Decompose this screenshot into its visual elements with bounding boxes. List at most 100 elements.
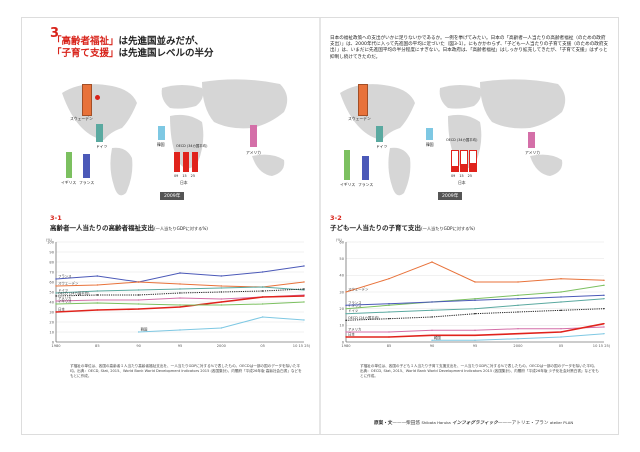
- japan-year-labels-r: 09 15 25: [451, 174, 481, 178]
- year-tag: 2009年: [160, 192, 185, 200]
- c1-point-3-3: [179, 292, 181, 294]
- c1-point-7-4: [220, 327, 223, 329]
- c2-point-3-6: [603, 297, 605, 300]
- c2-series-line-0: [345, 261, 605, 293]
- panel-title-text-r: 子ども一人当たりの子育て支出: [330, 224, 421, 232]
- c2-point-3-0: [345, 312, 347, 315]
- c2-point-0-6: [603, 279, 605, 282]
- panel-subtitle: (一人当たりGDPに対する%): [154, 226, 208, 231]
- c1-y-tick-label-7: 70: [49, 270, 54, 274]
- c1-point-6-6: [303, 301, 305, 303]
- japan-year-09-r: 09: [451, 174, 456, 178]
- c1-point-7-3: [179, 329, 181, 331]
- bar-france: [83, 154, 90, 178]
- panel-subtitle-r: (一人当たりGDPに対する%): [421, 226, 475, 231]
- c2-point-6-2: [431, 334, 433, 337]
- c1-point-2-5: [261, 286, 264, 288]
- c2-point-3-4: [517, 304, 519, 307]
- c2-x-tick-label-1: 85: [387, 344, 392, 348]
- c2-y-axis-label: (%): [336, 238, 343, 242]
- c1-point-4-3: [179, 297, 181, 299]
- c1-point-3-1: [96, 294, 99, 296]
- chart-3-1-plot: 0 10 20 30 40 50 60 70 80 90 100(%) 1980 85 90 95 2000 0…: [46, 238, 310, 348]
- c1-y-tick-label-0: 0: [52, 340, 55, 344]
- c1-point-4-4: [220, 298, 223, 300]
- c1-point-2-4: [220, 287, 223, 289]
- c2-point-5-3: [474, 329, 476, 332]
- c2-x-tick-label-2: 90: [430, 344, 435, 348]
- label-uk-r: イギリス: [340, 182, 356, 187]
- c2-point-6-0: [345, 336, 347, 338]
- c2-point-2-1: [388, 302, 390, 305]
- c1-point-5-6: [303, 295, 305, 297]
- c1-x-tick-label-5: 05: [260, 344, 265, 348]
- label-germany-r: ドイツ: [376, 144, 388, 149]
- c1-series-label-7: 韓国: [141, 327, 148, 332]
- c1-y-tick-label-1: 10: [49, 330, 54, 334]
- c1-point-1-1: [96, 284, 99, 286]
- c2-point-6-3: [474, 334, 476, 337]
- c1-point-2-2: [137, 289, 140, 291]
- note-3-2: ず福祉の単位は、各国の子ども１人当たり子育て支援支出を、一人当たりGDPに対する…: [360, 364, 599, 379]
- c1-x-tick-label-1: 85: [95, 344, 100, 348]
- c1-series-label-3: OECD (24カ国平均): [58, 291, 90, 296]
- c1-series-label-2: ドイツ: [58, 289, 69, 293]
- c1-point-4-1: [96, 299, 99, 301]
- c1-point-2-3: [179, 288, 181, 290]
- japan-year-labels: 09 15 25: [174, 174, 204, 178]
- bar-uk-r: [344, 150, 350, 180]
- bar-sweden-r: [358, 84, 368, 116]
- bar-korea-r: [426, 128, 433, 140]
- c1-y-tick-label-6: 60: [49, 280, 54, 284]
- c2-point-7-5: [560, 336, 562, 338]
- c1-series-label-6: イギリス: [58, 299, 72, 304]
- c2-point-0-0: [345, 291, 347, 293]
- bar-germany-r: [376, 126, 383, 142]
- c2-point-5-5: [560, 327, 562, 330]
- c1-series-line-7: [138, 316, 305, 333]
- c1-point-0-5: [261, 271, 264, 273]
- c2-point-0-5: [560, 277, 562, 280]
- c1-point-1-6: [303, 281, 305, 283]
- c2-point-5-2: [431, 329, 433, 332]
- bar-sweden: [82, 84, 92, 116]
- c2-point-4-5: [560, 309, 562, 312]
- c2-series-label-0: スウェーデン: [348, 287, 369, 292]
- c2-y-tick-label-6: 60: [339, 240, 344, 244]
- c2-point-4-2: [431, 316, 433, 318]
- headline-text-2: は先進国レベルの半分: [118, 48, 214, 59]
- c2-point-6-4: [517, 332, 519, 335]
- c2-y-tick-label-3: 30: [339, 290, 344, 294]
- c1-point-4-2: [137, 299, 140, 301]
- c2-series-label-3: ドイツ: [348, 309, 359, 313]
- c2-point-2-0: [345, 304, 347, 307]
- c1-point-2-0: [55, 292, 57, 294]
- c2-point-4-4: [517, 311, 519, 313]
- c2-point-0-4: [517, 281, 519, 283]
- c1-point-6-2: [137, 303, 140, 305]
- c2-point-7-6: [603, 332, 605, 335]
- c2-y-tick-label-0: 0: [342, 340, 345, 344]
- bar-france-r: [362, 156, 369, 180]
- c1-point-5-3: [179, 306, 181, 308]
- c1-series-label-0: フランス: [58, 274, 72, 279]
- c1-point-7-5: [261, 316, 264, 318]
- japan-bar-09: [174, 152, 180, 172]
- c2-point-5-6: [603, 326, 605, 328]
- c2-point-3-1: [388, 311, 390, 313]
- japan-bar-group-r: [450, 150, 478, 172]
- c1-point-5-0: [55, 311, 57, 313]
- c2-point-1-4: [517, 294, 519, 297]
- c2-point-0-1: [388, 277, 390, 280]
- section-number: 3: [50, 26, 60, 41]
- c1-series-label-1: スウェーデン: [58, 281, 79, 286]
- label-japan: 日本: [180, 180, 188, 185]
- c2-x-tick-label-6: 10 15 25(年): [593, 343, 610, 348]
- c1-point-0-3: [179, 272, 181, 274]
- c1-point-6-5: [261, 303, 264, 305]
- japan-bar-25: [192, 152, 198, 172]
- c2-y-tick-label-1: 10: [339, 324, 344, 328]
- c1-x-tick-label-4: 2000: [217, 344, 227, 348]
- label-korea-r: 韓国: [426, 142, 434, 147]
- c1-point-5-5: [261, 296, 264, 298]
